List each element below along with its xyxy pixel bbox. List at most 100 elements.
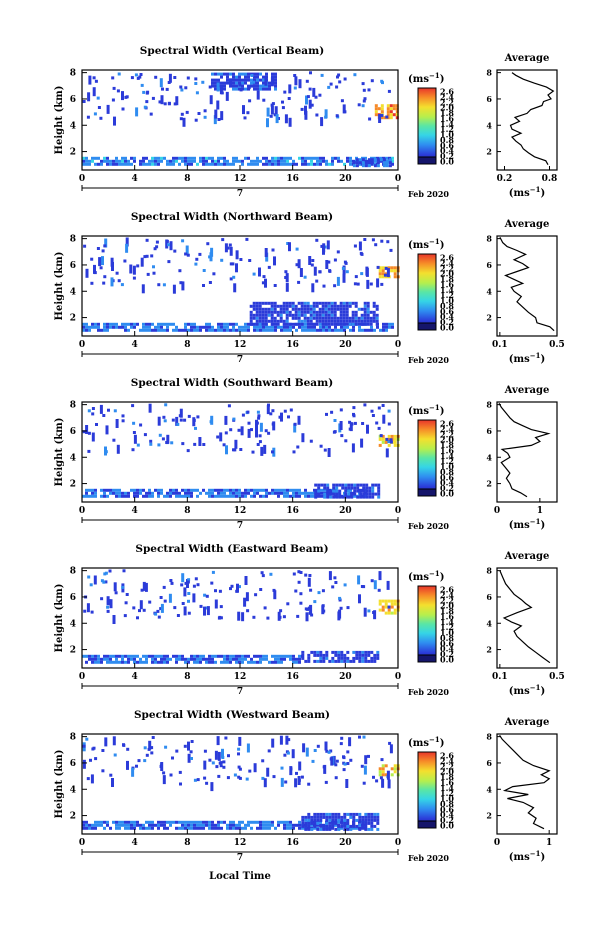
heatmap-cell bbox=[364, 653, 368, 657]
heatmap-cell bbox=[374, 110, 378, 114]
heatmap-cell bbox=[357, 307, 361, 311]
heatmap-cell bbox=[314, 489, 318, 493]
heatmap-cell bbox=[378, 599, 382, 603]
heatmap-cell bbox=[253, 72, 256, 76]
heatmap-cell bbox=[389, 248, 393, 252]
heatmap-cell bbox=[194, 82, 198, 85]
colorbar-tick-label: 2.0 bbox=[440, 767, 454, 777]
heatmap-cell bbox=[373, 159, 376, 163]
heatmap-cell bbox=[289, 328, 292, 332]
x-tick-label: 8 bbox=[184, 672, 190, 682]
heatmap-cell bbox=[301, 433, 305, 443]
colorbar-tick-label: 0.2 bbox=[440, 815, 454, 825]
heatmap-cell bbox=[352, 659, 356, 663]
heatmap-cell bbox=[350, 483, 354, 487]
heatmap-cell bbox=[220, 494, 223, 498]
heatmap-cell bbox=[301, 328, 304, 332]
x-axis-label: Local Time bbox=[209, 871, 271, 882]
heatmap-cell bbox=[238, 83, 242, 87]
heatmap-cell bbox=[214, 826, 217, 830]
heatmap-cell bbox=[241, 413, 245, 417]
heatmap-cell bbox=[264, 316, 268, 320]
heatmap-cell bbox=[261, 301, 265, 305]
heatmap-cell bbox=[214, 159, 217, 163]
heatmap-cell bbox=[190, 156, 193, 160]
heatmap-cell bbox=[307, 577, 311, 587]
heatmap-cell bbox=[184, 252, 188, 256]
heatmap-cell bbox=[82, 325, 85, 329]
heatmap-cell bbox=[307, 827, 311, 831]
heatmap-cell bbox=[310, 103, 314, 107]
heatmap-cell bbox=[250, 74, 254, 77]
heatmap-cell bbox=[270, 316, 274, 320]
heatmap-cell bbox=[118, 162, 121, 166]
heatmap-cell bbox=[292, 823, 295, 827]
heatmap-cell bbox=[86, 603, 90, 613]
heatmap-cell bbox=[342, 768, 346, 772]
heatmap-cell bbox=[294, 76, 298, 86]
heatmap-cell bbox=[172, 156, 175, 160]
heatmap-cell bbox=[178, 156, 181, 160]
heatmap-cell bbox=[273, 284, 277, 287]
heatmap-cell bbox=[387, 611, 391, 615]
heatmap-cell bbox=[343, 818, 347, 822]
heatmap-cell bbox=[226, 826, 229, 830]
heatmap-cell bbox=[261, 310, 265, 314]
heatmap-cell bbox=[352, 650, 356, 654]
y-tick-label: 8 bbox=[70, 733, 76, 743]
heatmap-cell bbox=[391, 322, 394, 326]
heatmap-cell bbox=[202, 162, 205, 166]
colorbar-tick-label: 0.2 bbox=[440, 151, 454, 161]
heatmap-cell bbox=[169, 773, 173, 777]
heatmap-cell bbox=[361, 104, 365, 108]
heatmap-cell bbox=[238, 823, 241, 827]
heatmap-cell bbox=[307, 821, 311, 825]
heatmap-cell bbox=[330, 307, 334, 311]
heatmap-cell bbox=[183, 606, 187, 616]
heatmap-cell bbox=[246, 609, 250, 613]
heatmap-cell bbox=[386, 107, 390, 111]
heatmap-cell bbox=[122, 569, 126, 573]
heatmap-cell bbox=[342, 273, 346, 283]
heatmap-cell bbox=[259, 826, 262, 830]
heatmap-cell bbox=[190, 740, 194, 743]
heatmap-cell bbox=[321, 322, 325, 326]
heatmap-cell bbox=[226, 328, 229, 332]
heatmap-cell bbox=[227, 754, 230, 758]
colorbar-tick-label: 1.2 bbox=[440, 788, 454, 798]
heatmap-cell bbox=[372, 310, 376, 314]
heatmap-cell bbox=[163, 826, 166, 830]
heatmap-cell bbox=[280, 491, 283, 495]
heatmap-cell bbox=[218, 615, 222, 619]
heatmap-cell bbox=[260, 446, 264, 456]
heatmap-cell bbox=[339, 307, 343, 311]
heatmap-cell bbox=[373, 328, 376, 332]
heatmap-cell bbox=[303, 310, 307, 314]
heatmap-cell bbox=[314, 495, 318, 499]
heatmap-cell bbox=[261, 313, 265, 317]
x-tick-label: 0 bbox=[79, 340, 85, 350]
heatmap-cell bbox=[246, 111, 250, 115]
heatmap-cell bbox=[360, 438, 364, 448]
heatmap-cell bbox=[286, 491, 289, 495]
heatmap-cell bbox=[82, 322, 85, 326]
heatmap-cell bbox=[142, 162, 145, 166]
heatmap-cell bbox=[226, 654, 229, 658]
heatmap-cell bbox=[271, 248, 275, 252]
heatmap-cell bbox=[359, 483, 363, 487]
heatmap-cell bbox=[281, 100, 284, 104]
heatmap-cell bbox=[381, 275, 385, 279]
heatmap-cell bbox=[274, 81, 277, 85]
heatmap-cell bbox=[255, 301, 259, 305]
heatmap-cell bbox=[205, 328, 208, 332]
heatmap-cell bbox=[363, 310, 367, 314]
heatmap-cell bbox=[271, 820, 274, 824]
heatmap-cell bbox=[330, 304, 334, 308]
heatmap-cell bbox=[340, 659, 344, 663]
heatmap-cell bbox=[353, 486, 357, 490]
heatmap-cell bbox=[387, 89, 391, 93]
heatmap-cell bbox=[378, 437, 382, 441]
heatmap-cell bbox=[115, 156, 118, 160]
heatmap-cell bbox=[310, 613, 314, 617]
heatmap-cell bbox=[190, 322, 193, 326]
